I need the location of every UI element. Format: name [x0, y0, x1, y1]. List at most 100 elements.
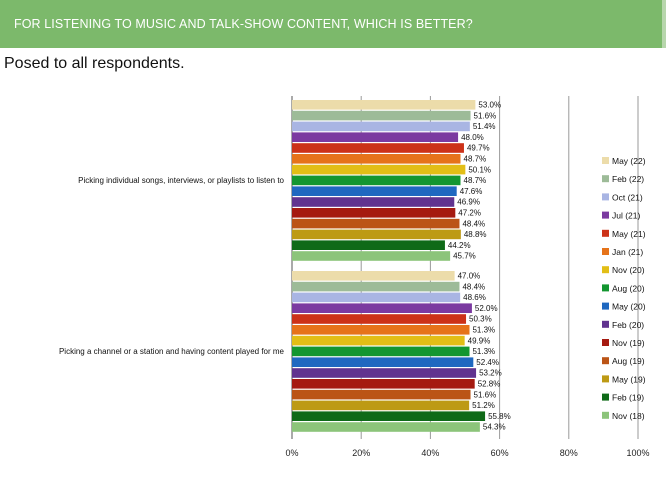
bar-value-label: 51.3%	[472, 326, 495, 335]
bar	[292, 218, 460, 229]
legend-entry: Jan (21)	[612, 247, 643, 257]
bar	[292, 400, 470, 411]
bar-value-label: 48.8%	[464, 230, 487, 239]
bar-value-label: 48.0%	[461, 133, 484, 142]
bar-value-label: 52.4%	[476, 358, 499, 367]
legend-swatch	[602, 157, 609, 164]
bar	[292, 143, 464, 153]
bar-value-label: 48.7%	[464, 176, 487, 185]
bar-value-label: 46.9%	[457, 198, 480, 207]
x-tick-label: 0%	[285, 448, 298, 458]
legend-swatch	[602, 248, 609, 255]
legend-entry: Aug (20)	[612, 283, 645, 293]
bar	[292, 100, 476, 110]
legend-swatch	[602, 411, 609, 419]
bar-value-label: 55.8%	[488, 412, 511, 421]
legend-swatch	[602, 229, 609, 237]
x-tick-label: 80%	[560, 448, 578, 458]
legend-entry: May (22)	[612, 156, 646, 166]
bar	[292, 346, 470, 357]
bar	[292, 175, 461, 186]
legend-swatch	[602, 339, 609, 346]
bar-value-label: 52.8%	[478, 380, 501, 389]
bar-value-label: 51.6%	[474, 390, 497, 399]
bar-value-label: 48.6%	[463, 293, 486, 302]
x-tick-label: 60%	[491, 448, 509, 458]
legend-swatch	[602, 320, 609, 328]
bar-value-label: 54.3%	[483, 423, 506, 432]
bar-value-label: 51.6%	[474, 111, 497, 120]
bar	[292, 154, 461, 164]
bar	[292, 271, 455, 281]
bar	[292, 292, 461, 303]
bar	[292, 379, 475, 389]
bar	[292, 164, 466, 175]
legend-swatch	[602, 175, 609, 183]
bar-value-label: 48.4%	[462, 219, 485, 228]
legend-swatch	[602, 211, 609, 219]
subtitle: Posed to all respondents.	[4, 55, 185, 72]
bar	[292, 229, 461, 240]
bar-value-label: 48.4%	[462, 282, 485, 291]
bar-value-label: 53.2%	[479, 369, 502, 378]
bar	[292, 357, 474, 367]
bar	[292, 281, 460, 292]
legend-entry: Jul (21)	[612, 211, 641, 221]
bar-value-label: 51.3%	[472, 347, 495, 356]
legend-swatch	[602, 393, 609, 401]
bar-value-label: 49.9%	[468, 336, 491, 345]
bar-value-label: 53.0%	[478, 101, 501, 110]
bar-value-label: 47.0%	[458, 272, 481, 281]
bar	[292, 251, 451, 261]
bar	[292, 208, 456, 218]
legend-entry: Feb (19)	[612, 393, 644, 403]
x-tick-label: 20%	[352, 448, 370, 458]
bar	[292, 325, 470, 335]
category-label: Picking a channel or a station and havin…	[59, 347, 285, 356]
header-title: FOR LISTENING TO MUSIC AND TALK-SHOW CON…	[14, 17, 473, 31]
legend-entry: May (21)	[612, 229, 646, 239]
bar-value-label: 52.0%	[475, 304, 498, 313]
legend-entry: Feb (22)	[612, 174, 644, 184]
legend-entry: May (20)	[612, 302, 646, 312]
x-tick-label: 40%	[421, 448, 439, 458]
bar-value-label: 49.7%	[467, 144, 490, 153]
bar	[292, 335, 465, 346]
legend-entry: Oct (21)	[612, 192, 643, 202]
bar-value-label: 44.2%	[448, 241, 471, 250]
bar-value-label: 48.7%	[464, 155, 487, 164]
bar-value-label: 51.2%	[472, 401, 495, 410]
legend-entry: May (19)	[612, 374, 646, 384]
bar	[292, 411, 486, 421]
legend-entry: Aug (19)	[612, 356, 645, 366]
bar	[292, 422, 480, 432]
bar	[292, 303, 472, 313]
bar-value-label: 45.7%	[453, 252, 476, 261]
header-bar: FOR LISTENING TO MUSIC AND TALK-SHOW CON…	[0, 0, 666, 48]
legend-swatch	[602, 302, 609, 310]
bar-value-label: 51.4%	[473, 122, 496, 131]
legend-swatch	[602, 284, 609, 292]
legend-entry: Nov (18)	[612, 411, 645, 421]
bar	[292, 121, 470, 132]
bar	[292, 197, 455, 207]
legend-swatch	[602, 375, 609, 383]
bar	[292, 389, 471, 400]
bar-value-label: 47.2%	[458, 209, 481, 218]
legend-swatch	[602, 193, 609, 201]
bar	[292, 110, 471, 121]
bar	[292, 314, 467, 324]
bar	[292, 368, 477, 378]
bar-value-label: 50.1%	[468, 165, 491, 174]
bar	[292, 240, 445, 250]
x-tick-label: 100%	[626, 448, 649, 458]
category-label: Picking individual songs, interviews, or…	[78, 176, 284, 185]
legend-entry: Feb (20)	[612, 320, 644, 330]
bar	[292, 186, 457, 196]
legend-swatch	[602, 266, 609, 274]
bar-value-label: 47.6%	[460, 187, 483, 196]
bar	[292, 132, 459, 142]
legend-entry: Nov (20)	[612, 265, 645, 275]
bar-value-label: 50.3%	[469, 315, 492, 324]
